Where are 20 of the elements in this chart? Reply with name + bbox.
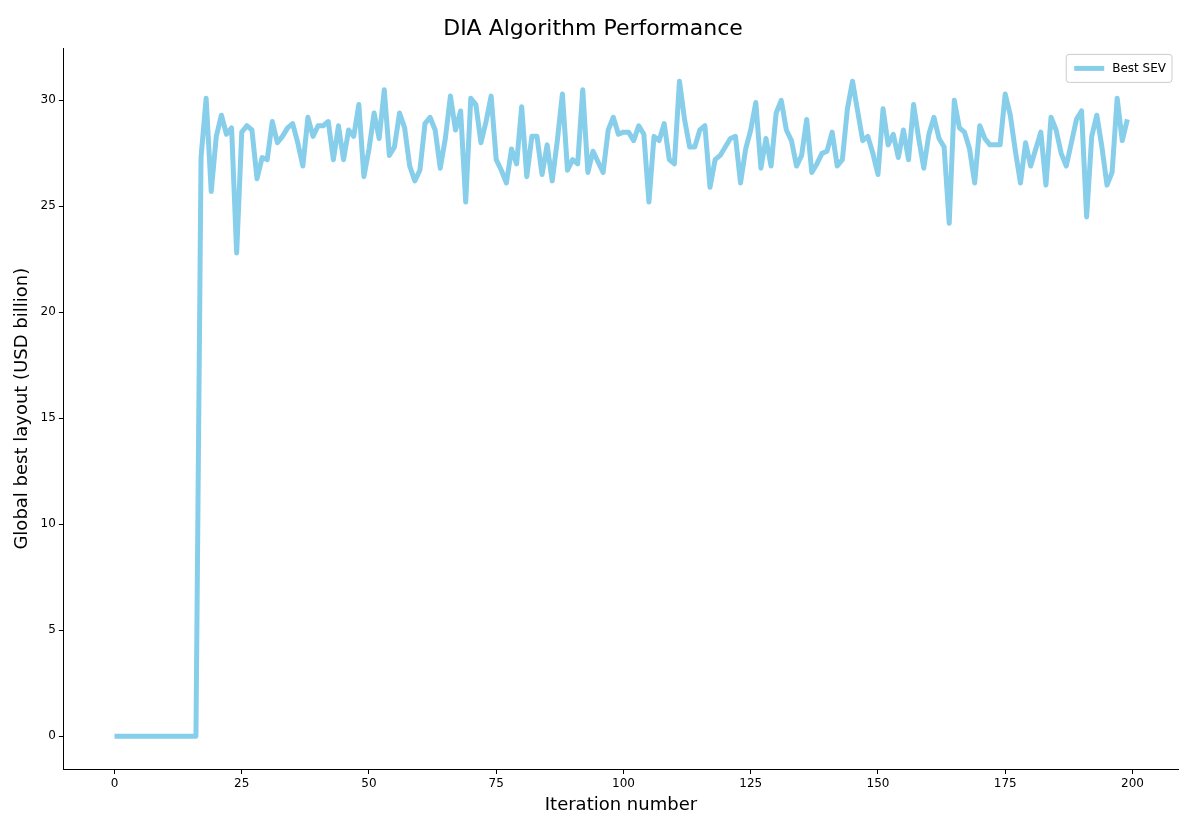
y-tick-label: 0 <box>48 728 56 743</box>
y-axis-title: Global best layout (USD billion) <box>10 267 32 550</box>
x-axis-title: Iteration number <box>544 792 698 814</box>
chart-title: DIA Algorithm Performance <box>443 14 743 40</box>
x-tick-label: 75 <box>488 776 504 791</box>
x-tick-label: 50 <box>361 776 377 791</box>
x-tick-label: 0 <box>110 776 119 791</box>
x-tick-label: 125 <box>739 776 763 791</box>
y-tick-label: 5 <box>48 622 56 637</box>
y-tick-label: 20 <box>40 304 56 319</box>
x-tick-label: 200 <box>1120 776 1144 791</box>
x-tick-label: 175 <box>993 776 1017 791</box>
y-tick-label: 30 <box>40 92 56 107</box>
x-tick-label: 25 <box>234 776 250 791</box>
legend-label: Best SEV <box>1112 60 1167 75</box>
y-tick-label: 15 <box>40 410 56 425</box>
x-tick-label: 150 <box>866 776 890 791</box>
y-tick-label: 25 <box>40 198 56 213</box>
y-tick-label: 10 <box>40 516 56 531</box>
x-tick-label: 100 <box>612 776 635 791</box>
